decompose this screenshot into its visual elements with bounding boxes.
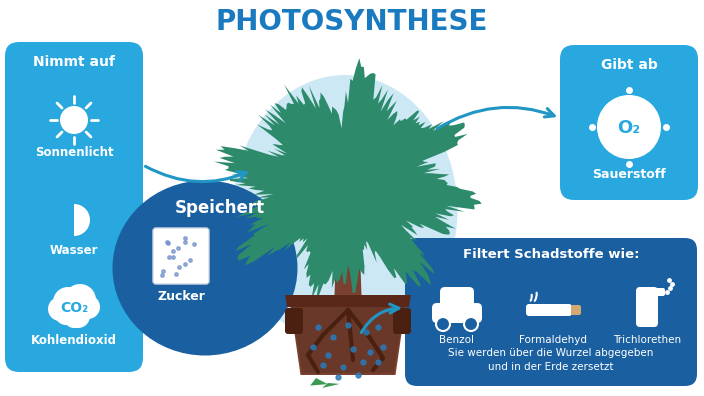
Circle shape (60, 106, 88, 134)
Polygon shape (334, 195, 362, 310)
Text: Wasser: Wasser (50, 244, 99, 257)
Circle shape (64, 284, 96, 316)
Ellipse shape (113, 181, 298, 356)
Circle shape (67, 219, 73, 225)
Text: O₂: O₂ (617, 119, 641, 137)
Text: Sauerstoff: Sauerstoff (592, 169, 666, 181)
Ellipse shape (232, 75, 458, 345)
Circle shape (64, 308, 84, 328)
Circle shape (53, 287, 83, 317)
Circle shape (76, 295, 100, 319)
Text: Benzol: Benzol (439, 335, 474, 345)
FancyBboxPatch shape (440, 287, 474, 307)
Text: PHOTOSYNTHESE: PHOTOSYNTHESE (216, 8, 488, 36)
FancyBboxPatch shape (636, 287, 658, 327)
Polygon shape (285, 295, 411, 307)
Text: Speichert: Speichert (175, 199, 265, 217)
Text: Formaldehyd: Formaldehyd (519, 335, 587, 345)
Text: Sonnenlicht: Sonnenlicht (34, 145, 113, 158)
FancyBboxPatch shape (5, 42, 143, 372)
FancyBboxPatch shape (571, 305, 581, 315)
FancyBboxPatch shape (526, 304, 572, 316)
Text: Filtert Schadstoffe wie:: Filtert Schadstoffe wie: (463, 249, 639, 261)
Circle shape (464, 317, 478, 331)
Text: Sie werden über die Wurzel abgegeben
und in der Erde zersetzt: Sie werden über die Wurzel abgegeben und… (448, 348, 654, 372)
Polygon shape (289, 295, 407, 375)
Circle shape (597, 95, 661, 159)
FancyBboxPatch shape (393, 308, 411, 334)
Text: Zucker: Zucker (157, 289, 205, 303)
FancyBboxPatch shape (285, 308, 303, 334)
Polygon shape (310, 378, 327, 386)
Text: Gibt ab: Gibt ab (601, 58, 658, 72)
Polygon shape (322, 383, 340, 388)
Text: CO₂: CO₂ (60, 301, 88, 315)
Text: Nimmt auf: Nimmt auf (33, 55, 115, 69)
Text: Kohlendioxid: Kohlendioxid (31, 333, 117, 346)
Circle shape (48, 297, 72, 321)
FancyBboxPatch shape (560, 45, 698, 200)
FancyBboxPatch shape (405, 238, 697, 386)
Text: Trichlorethen: Trichlorethen (613, 335, 681, 345)
Polygon shape (214, 58, 482, 305)
FancyBboxPatch shape (432, 303, 482, 323)
Circle shape (66, 304, 90, 328)
Polygon shape (74, 190, 90, 236)
Polygon shape (297, 365, 311, 372)
FancyBboxPatch shape (153, 228, 209, 284)
Circle shape (55, 303, 77, 325)
Polygon shape (291, 307, 405, 373)
FancyBboxPatch shape (655, 288, 665, 296)
Circle shape (436, 317, 450, 331)
